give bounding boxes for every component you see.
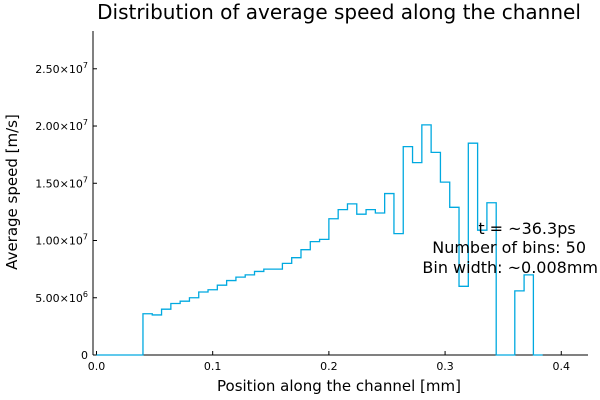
annotation-line: Bin width: ~0.008mm: [422, 258, 598, 277]
histogram-bin: [227, 281, 236, 355]
histogram-bin: [282, 263, 291, 355]
histogram-bin: [338, 210, 347, 355]
histogram-bin: [310, 242, 319, 355]
histogram-bin: [236, 277, 245, 355]
histogram-bin: [273, 269, 282, 355]
x-tick-label: 0.1: [204, 360, 222, 373]
y-tick-label: 1.50×107: [35, 175, 88, 190]
histogram-bin: [143, 314, 152, 355]
histogram-bin: [162, 309, 171, 355]
histogram-bin: [459, 286, 468, 355]
histogram-bin: [292, 258, 301, 355]
histogram-bin: [264, 269, 273, 355]
x-tick-label: 0.4: [553, 360, 571, 373]
histogram-bin: [320, 239, 329, 355]
histogram-bin: [394, 234, 403, 355]
histogram-bin: [515, 291, 524, 355]
histogram-bin: [385, 194, 394, 355]
y-tick-label: 5.00×106: [35, 290, 88, 305]
histogram-bin: [189, 298, 198, 355]
y-tick-label: 0: [81, 349, 88, 362]
histogram-bin: [450, 207, 459, 355]
histogram-bin: [524, 275, 533, 355]
histogram-bin: [347, 204, 356, 355]
histogram-bin: [255, 271, 264, 355]
histogram-bin: [413, 163, 422, 355]
histogram-bin: [329, 219, 338, 355]
histogram-bin: [375, 213, 384, 355]
histogram-bin: [301, 250, 310, 355]
annotation-line: t = ~36.3ps: [478, 219, 575, 238]
histogram-bin: [357, 214, 366, 355]
histogram-bin: [180, 301, 189, 355]
histogram-bin: [366, 210, 375, 355]
chart-title: Distribution of average speed along the …: [97, 0, 581, 24]
annotation-line: Number of bins: 50: [432, 238, 586, 257]
histogram-bin: [171, 303, 180, 355]
histogram-bin: [199, 292, 208, 355]
histogram-bin: [422, 125, 431, 355]
histogram-bin: [208, 290, 217, 355]
x-tick-label: 0.2: [320, 360, 338, 373]
x-tick-label: 0.0: [88, 360, 106, 373]
y-axis-title: Average speed [m/s]: [3, 114, 21, 270]
histogram-bin: [152, 315, 161, 355]
y-tick-label: 2.00×107: [35, 118, 88, 133]
y-tick-label: 2.50×107: [35, 61, 88, 76]
series-step-line: [96, 124, 543, 356]
y-tick-label: 1.00×107: [35, 233, 88, 248]
histogram-bin: [217, 285, 226, 355]
x-tick-label: 0.3: [436, 360, 454, 373]
histogram-bin: [245, 275, 254, 355]
x-axis-title: Position along the channel [mm]: [217, 377, 461, 395]
histogram-bin: [403, 147, 412, 355]
